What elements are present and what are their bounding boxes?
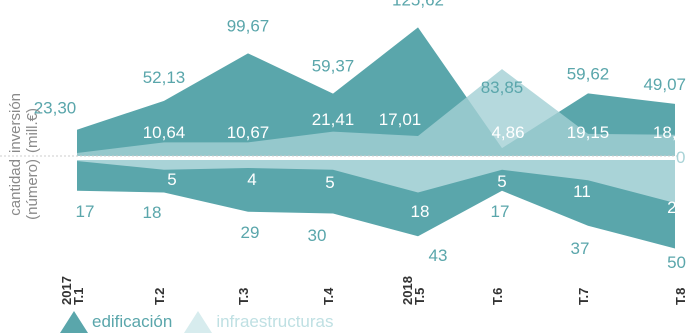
data-label-cantidad-infraestructuras: 24: [667, 198, 686, 217]
x-tick: T.8: [673, 288, 686, 305]
data-label-cantidad-infraestructuras: 5: [497, 172, 506, 191]
triangle-icon: [184, 311, 213, 333]
area-infraestructuras-overlay: [77, 69, 675, 156]
data-label-cantidad-edificacion: 43: [429, 246, 448, 265]
x-tick: T.7: [576, 288, 591, 305]
data-label-cantidad-edificacion: 18: [143, 203, 162, 222]
data-label-inversion-edificacion: 49,07: [643, 75, 686, 94]
y-label-bottom-2: (número): [24, 159, 41, 220]
legend-label-infraestructuras: infraestructuras: [216, 312, 334, 331]
x-tick: T.2: [152, 288, 167, 305]
x-tick-quarter: T.3: [236, 288, 251, 305]
legend-item-infraestructuras: infraestructuras: [184, 311, 334, 333]
chart: 23,30 52,13 99,67 59,37 125,62 59,62 49,07 4,86…: [0, 0, 686, 305]
data-label-inversion-infraestructuras: 83,85: [481, 78, 524, 97]
data-label-cantidad-edificacion: 17: [491, 202, 510, 221]
x-tick-quarter: T.7: [576, 288, 591, 305]
data-label-cantidad-infraestructuras: 5: [325, 173, 334, 192]
data-label-inversion-edificacion: 99,67: [227, 16, 270, 35]
x-tick-quarter: T.8: [673, 288, 686, 305]
x-tick: T.3: [236, 288, 251, 305]
data-label-inversion-edificacion: 23,30: [34, 99, 77, 118]
legend-item-edificacion: edificación: [60, 311, 172, 333]
area-edificacion-cantidad: [77, 160, 675, 249]
triangle-icon: [60, 311, 88, 333]
data-labels: 23,30 52,13 99,67 59,37 125,62 59,62 49,07 4,86…: [34, 0, 686, 272]
data-label-cantidad-infraestructuras: 11: [573, 182, 591, 201]
data-label-cantidad-infraestructuras: 4: [247, 170, 256, 189]
data-label-cantidad-edificacion: 29: [241, 223, 260, 242]
data-label-inversion-edificacion: 52,13: [143, 68, 186, 87]
data-label-inversion-edificacion: 125,62: [392, 0, 444, 9]
y-label-top-1: inversión: [7, 93, 24, 153]
x-tick-quarter: T.1: [71, 288, 86, 305]
x-tick: T.4: [321, 287, 336, 305]
zero-label: 0: [676, 148, 685, 167]
x-tick: T.6: [490, 288, 505, 305]
x-tick-year: 2018: [400, 276, 415, 305]
data-label-inversion-infraestructuras: 21,41: [312, 110, 355, 129]
data-label-cantidad-edificacion: 50: [667, 253, 686, 272]
area-infraestructuras-cantidad: [77, 160, 675, 203]
data-label-cantidad-edificacion: 30: [308, 226, 327, 245]
x-tick-quarter: T.2: [152, 288, 167, 305]
x-tick-quarter: T.5: [412, 288, 427, 305]
data-label-inversion-infraestructuras: 10,64: [143, 123, 186, 142]
x-tick-year: 2017: [59, 276, 74, 305]
data-label-cantidad-infraestructuras: 18: [411, 202, 430, 221]
data-label-inversion-infraestructuras: 18,2: [653, 123, 686, 142]
legend-label-edificacion: edificación: [92, 312, 173, 331]
data-label-inversion-infraestructuras: 17,01: [379, 110, 422, 129]
data-label-inversion-infraestructuras: 10,67: [227, 123, 270, 142]
data-label-cantidad-edificacion: 37: [571, 239, 590, 258]
legend: edificación infraestructuras: [60, 311, 346, 333]
area-edificacion-inversion: [77, 27, 675, 156]
data-label-cantidad-edificacion: 17: [76, 202, 95, 221]
data-label-inversion-infraestructuras: 19,15: [567, 123, 610, 142]
data-label-inversion-edificacion: 59,62: [567, 64, 610, 83]
data-label-inversion-edificacion: 59,37: [312, 57, 355, 76]
x-tick-quarter: T.4: [321, 287, 336, 305]
data-label-cantidad-infraestructuras: 5: [167, 170, 176, 189]
y-label-bottom-1: cantidad: [7, 159, 24, 216]
data-label-inversion-edificacion: 4,86: [491, 123, 524, 142]
y-label-top-2: (mill.€): [24, 108, 41, 153]
y-axis-labels: inversión (mill.€) cantidad (número): [7, 93, 41, 220]
chart-areas: [77, 27, 675, 249]
x-tick-quarter: T.6: [490, 288, 505, 305]
